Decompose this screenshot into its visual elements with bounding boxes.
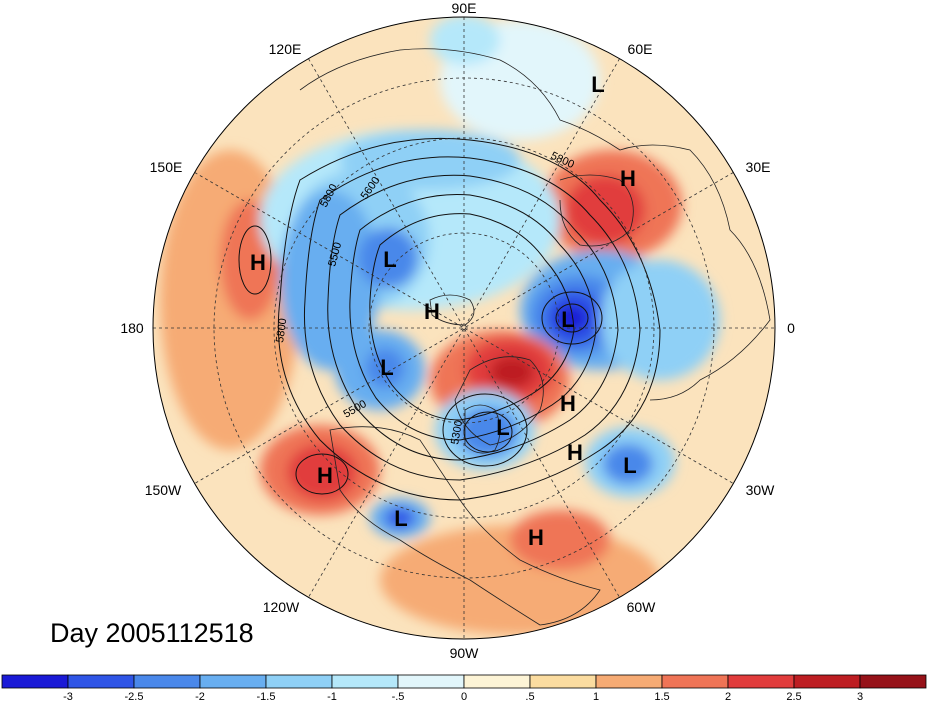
colorbar-swatch: [727, 674, 795, 689]
colorbar-tick-label: -1: [327, 691, 337, 702]
colorbar-tick-label: -.5: [392, 691, 405, 702]
contour-high-pacific: [238, 225, 272, 295]
contour-5500: [349, 193, 597, 441]
colorbar-tick-label: 1: [593, 691, 599, 702]
colorbar-tick-label: 1.5: [654, 691, 669, 702]
lon-label-60e: 60E: [628, 41, 653, 57]
colorbar-swatch: [661, 674, 729, 689]
colorbar-swatch: [265, 674, 333, 689]
lon-label-180: 180: [120, 320, 144, 336]
lon-label-60w: 60W: [627, 599, 657, 615]
pressure-system-labels: L H H L H L L H L H L H L H: [250, 72, 637, 550]
colorbar-tick-label: 3: [857, 691, 863, 702]
coastline-scandinavia: [559, 174, 634, 247]
colorbar-tick-label: -2: [195, 691, 205, 702]
colorbar-swatch: [397, 674, 465, 689]
map-boundary: [152, 16, 776, 640]
colorbar-tick-label: .5: [525, 691, 534, 702]
longitude-labels: 90E 120E 60E 150E 30E 180 0 150W 30W 120…: [120, 0, 795, 661]
colorbar-swatch: [1, 674, 69, 689]
lon-label-30e: 30E: [746, 159, 771, 175]
meridian-150e-30w: [194, 172, 734, 484]
contour-low-norwegian-inner: [555, 303, 589, 333]
lon-label-120e: 120E: [269, 41, 302, 57]
coastline-arctic-islands: [429, 294, 475, 326]
lon-label-30w: 30W: [746, 482, 776, 498]
pressure-system-marker: H: [560, 391, 576, 416]
colorbar-swatch: [595, 674, 663, 689]
colorbar-swatch: [133, 674, 201, 689]
contour-5600: [327, 174, 619, 461]
pressure-system-marker: H: [250, 250, 266, 275]
pressure-system-marker: L: [383, 247, 396, 272]
pressure-system-marker: L: [380, 355, 393, 380]
colorbar-swatch: [793, 674, 861, 689]
lon-label-150e: 150E: [150, 159, 183, 175]
colorbar-tick-label: 2.5: [786, 691, 801, 702]
colorbar-swatch: [463, 674, 531, 689]
pressure-system-marker: L: [394, 506, 407, 531]
colorbar: -3 -2.5 -2 -1.5 -1 -.5 0 .5 1 1.5 2 2.5 3: [1, 674, 927, 702]
contour-low-norwegian: [541, 291, 603, 345]
meridian-120e-60w: [308, 58, 620, 598]
coastline-eurasia: [299, 48, 771, 401]
lon-label-90e: 90E: [452, 0, 477, 16]
lon-label-120w: 120W: [263, 599, 300, 615]
meridian-30e-150w: [194, 172, 734, 484]
graticule: [153, 17, 775, 639]
colorbar-swatch: [199, 674, 267, 689]
meridian-60e-120w: [308, 58, 620, 598]
contour-5700: [303, 156, 641, 481]
lon-label-0: 0: [787, 320, 795, 336]
day-label: Day 2005112518: [50, 618, 254, 648]
pressure-system-marker: L: [591, 72, 604, 97]
contour-label-5300: 5300: [449, 419, 465, 445]
contour-label-5800-c: 5800: [274, 318, 289, 344]
contour-5800: [277, 137, 661, 501]
pressure-system-marker: H: [620, 166, 636, 191]
pressure-system-marker: H: [567, 440, 583, 465]
pressure-system-marker: L: [561, 307, 574, 332]
colorbar-tick-label: -2.5: [125, 691, 144, 702]
pressure-system-marker: H: [424, 299, 440, 324]
colorbar-swatch: [859, 674, 927, 689]
pressure-system-marker: L: [496, 415, 509, 440]
colorbar-swatch: [529, 674, 597, 689]
lon-label-90w: 90W: [450, 645, 480, 661]
pressure-system-marker: H: [317, 463, 333, 488]
colorbar-tick-label: -1.5: [257, 691, 276, 702]
lon-label-150w: 150W: [145, 482, 182, 498]
colorbar-tick-label: 2: [725, 691, 731, 702]
coastline-hudson: [464, 404, 501, 454]
pressure-system-marker: H: [528, 525, 544, 550]
height-contours: [238, 137, 661, 501]
contour-5400: [369, 213, 575, 421]
coastline-greenland: [454, 356, 544, 446]
contour-low-hudson: [442, 393, 528, 467]
colorbar-swatch: [331, 674, 399, 689]
colorbar-tick-label: -3: [63, 691, 73, 702]
colorbar-tick-label: 0: [461, 691, 467, 702]
pressure-system-marker: L: [623, 453, 636, 478]
colorbar-swatch: [67, 674, 135, 689]
